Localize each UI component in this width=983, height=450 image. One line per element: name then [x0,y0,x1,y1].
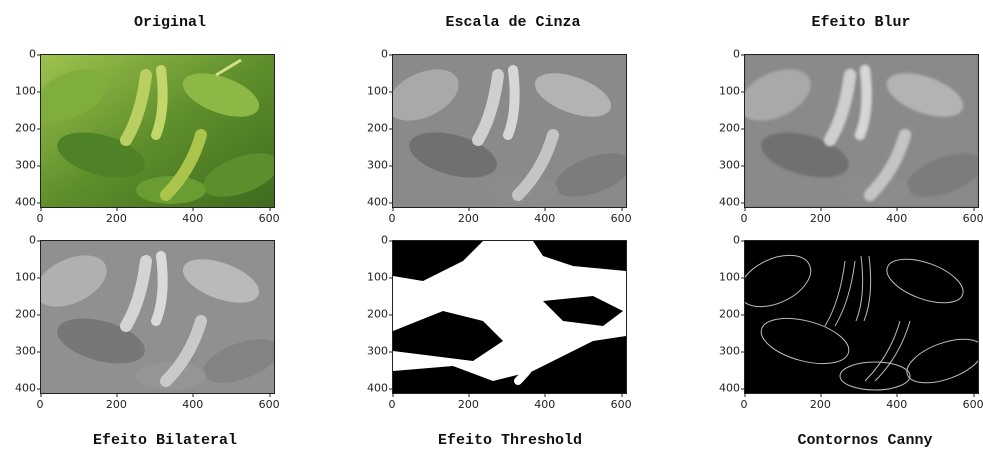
canny-ytick-label: 100 [719,271,744,284]
blur-ytick-label: 200 [719,122,744,135]
threshold-xtick-label: 400 [534,394,556,411]
canny-xtick-label: 400 [886,394,908,411]
bilateral-xtick-label: 600 [258,394,280,411]
threshold-ytick-label: 300 [367,345,392,358]
threshold-ytick-label: 200 [367,308,392,321]
canny-ytick-label: 200 [719,308,744,321]
blur-ytick-label: 0 [733,48,744,61]
bilateral-xtick-label: 200 [105,394,127,411]
bilateral-xtick-label: 400 [182,394,204,411]
image-threshold [392,240,627,394]
original-xtick-label: 400 [182,208,204,225]
image-bilateral [40,240,275,394]
original-ytick-label: 0 [29,48,40,61]
image-canny [744,240,979,394]
title-original: Original [133,14,207,31]
blur-xtick-label: 200 [809,208,831,225]
gray-ytick-label: 300 [367,159,392,172]
title-bilateral: Efeito Bilateral [92,432,238,449]
canny-xtick-label: 200 [809,394,831,411]
title-threshold: Efeito Threshold [437,432,583,449]
canny-xtick-label: 0 [740,394,748,411]
image-blur [744,54,979,208]
gray-xtick-label: 0 [388,208,396,225]
gray-xtick-label: 600 [610,208,632,225]
bilateral-ytick-label: 200 [15,308,40,321]
image-original [40,54,275,208]
blur-xtick-label: 600 [962,208,983,225]
original-xtick-label: 200 [105,208,127,225]
bilateral-ytick-label: 400 [15,382,40,395]
gray-ytick-label: 400 [367,196,392,209]
gray-ytick-label: 100 [367,85,392,98]
original-ytick-label: 400 [15,196,40,209]
bilateral-xtick-label: 0 [36,394,44,411]
canny-ytick-label: 300 [719,345,744,358]
gray-xtick-label: 400 [534,208,556,225]
threshold-xtick-label: 200 [457,394,479,411]
original-xtick-label: 0 [36,208,44,225]
gray-xtick-label: 200 [457,208,479,225]
threshold-xtick-label: 0 [388,394,396,411]
title-canny: Contornos Canny [797,432,933,449]
gray-ytick-label: 0 [381,48,392,61]
canny-ytick-label: 400 [719,382,744,395]
blur-ytick-label: 100 [719,85,744,98]
blur-ytick-label: 300 [719,159,744,172]
blur-xtick-label: 0 [740,208,748,225]
original-ytick-label: 100 [15,85,40,98]
threshold-ytick-label: 100 [367,271,392,284]
title-blur: Efeito Blur [811,14,911,31]
gray-ytick-label: 200 [367,122,392,135]
title-gray: Escala de Cinza [445,14,581,31]
original-ytick-label: 300 [15,159,40,172]
original-xtick-label: 600 [258,208,280,225]
bilateral-ytick-label: 0 [29,234,40,247]
image-gray [392,54,627,208]
threshold-ytick-label: 400 [367,382,392,395]
bilateral-ytick-label: 100 [15,271,40,284]
canny-xtick-label: 600 [962,394,983,411]
canny-ytick-label: 0 [733,234,744,247]
bilateral-ytick-label: 300 [15,345,40,358]
threshold-ytick-label: 0 [381,234,392,247]
threshold-xtick-label: 600 [610,394,632,411]
original-ytick-label: 200 [15,122,40,135]
blur-ytick-label: 400 [719,196,744,209]
blur-xtick-label: 400 [886,208,908,225]
